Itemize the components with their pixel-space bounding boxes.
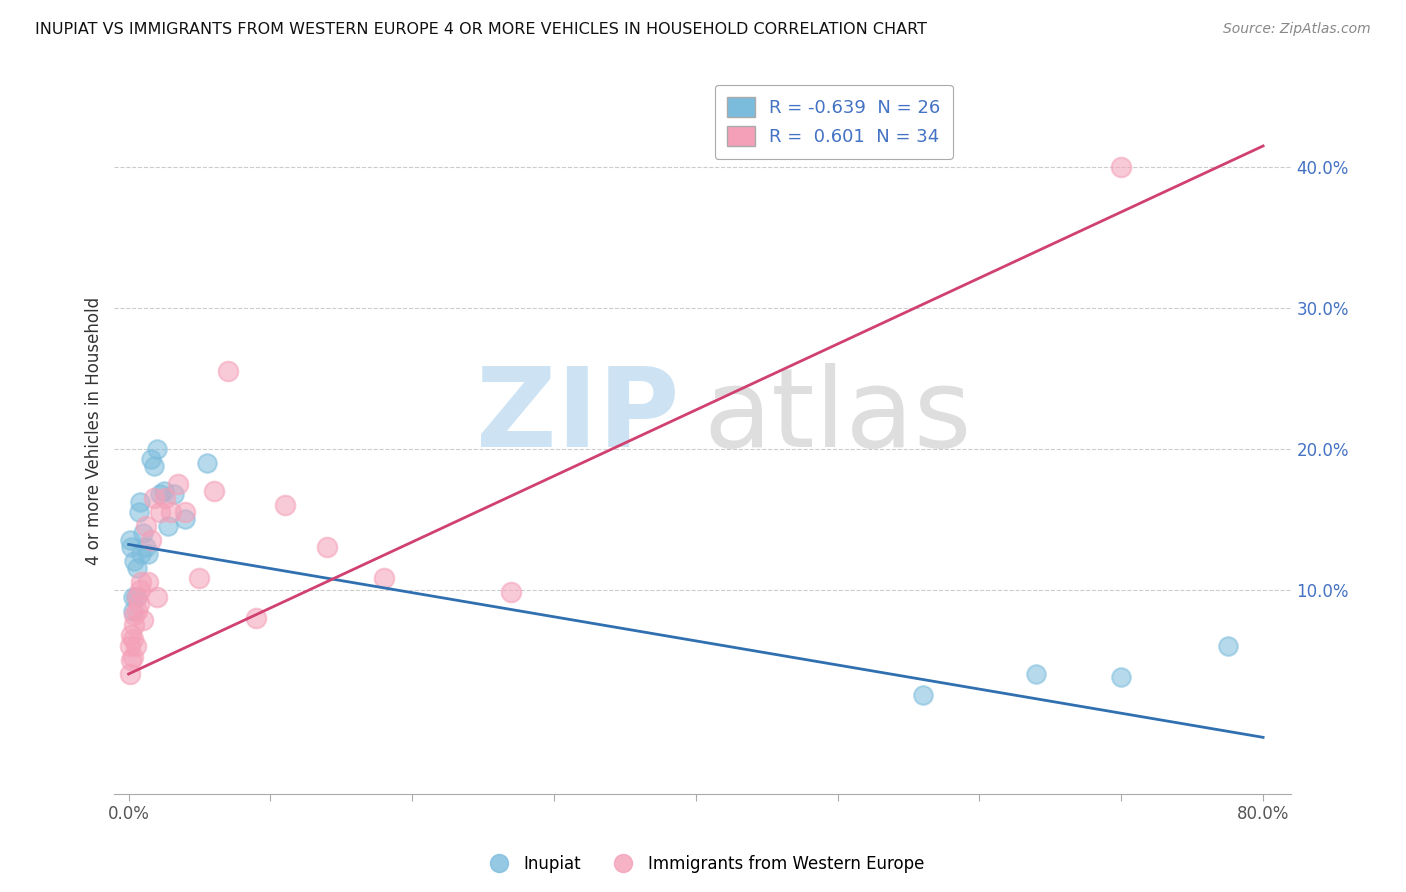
- Point: [217, 364, 239, 378]
- Point: [129, 495, 152, 509]
- Point: [143, 491, 166, 505]
- Point: [118, 533, 141, 548]
- Point: [202, 483, 225, 498]
- Point: [127, 561, 149, 575]
- Point: [132, 526, 155, 541]
- Point: [118, 639, 141, 653]
- Point: [120, 627, 142, 641]
- Point: [174, 512, 197, 526]
- Point: [195, 456, 218, 470]
- Point: [122, 617, 145, 632]
- Point: [120, 541, 142, 555]
- Point: [121, 650, 143, 665]
- Point: [373, 571, 395, 585]
- Point: [127, 590, 149, 604]
- Point: [146, 590, 169, 604]
- Point: [129, 582, 152, 597]
- Y-axis label: 4 or more Vehicles in Household: 4 or more Vehicles in Household: [86, 297, 103, 566]
- Point: [146, 442, 169, 456]
- Point: [141, 451, 163, 466]
- Point: [135, 519, 157, 533]
- Text: Source: ZipAtlas.com: Source: ZipAtlas.com: [1223, 22, 1371, 37]
- Point: [121, 590, 143, 604]
- Point: [128, 597, 150, 611]
- Point: [118, 667, 141, 681]
- Point: [125, 590, 148, 604]
- Point: [135, 541, 157, 555]
- Point: [911, 688, 934, 702]
- Point: [153, 483, 176, 498]
- Point: [157, 519, 180, 533]
- Point: [122, 554, 145, 568]
- Point: [141, 533, 163, 548]
- Point: [128, 505, 150, 519]
- Point: [188, 571, 211, 585]
- Point: [127, 604, 149, 618]
- Point: [245, 610, 267, 624]
- Point: [143, 458, 166, 473]
- Point: [149, 505, 172, 519]
- Legend: R = -0.639  N = 26, R =  0.601  N = 34: R = -0.639 N = 26, R = 0.601 N = 34: [714, 85, 953, 159]
- Point: [174, 505, 197, 519]
- Point: [160, 505, 183, 519]
- Point: [167, 476, 190, 491]
- Text: INUPIAT VS IMMIGRANTS FROM WESTERN EUROPE 4 OR MORE VEHICLES IN HOUSEHOLD CORREL: INUPIAT VS IMMIGRANTS FROM WESTERN EUROP…: [35, 22, 927, 37]
- Point: [121, 632, 143, 646]
- Point: [138, 575, 160, 590]
- Legend: Inupiat, Immigrants from Western Europe: Inupiat, Immigrants from Western Europe: [475, 848, 931, 880]
- Point: [1025, 667, 1047, 681]
- Point: [138, 547, 160, 561]
- Point: [1109, 160, 1132, 174]
- Point: [131, 547, 153, 561]
- Text: ZIP: ZIP: [477, 363, 679, 470]
- Point: [125, 639, 148, 653]
- Point: [163, 487, 186, 501]
- Point: [121, 604, 143, 618]
- Point: [155, 491, 177, 505]
- Point: [132, 614, 155, 628]
- Point: [273, 498, 295, 512]
- Point: [122, 607, 145, 622]
- Point: [131, 575, 153, 590]
- Text: atlas: atlas: [703, 363, 972, 470]
- Point: [1216, 639, 1239, 653]
- Point: [120, 653, 142, 667]
- Point: [149, 487, 172, 501]
- Point: [1109, 670, 1132, 684]
- Point: [501, 585, 523, 599]
- Point: [316, 541, 339, 555]
